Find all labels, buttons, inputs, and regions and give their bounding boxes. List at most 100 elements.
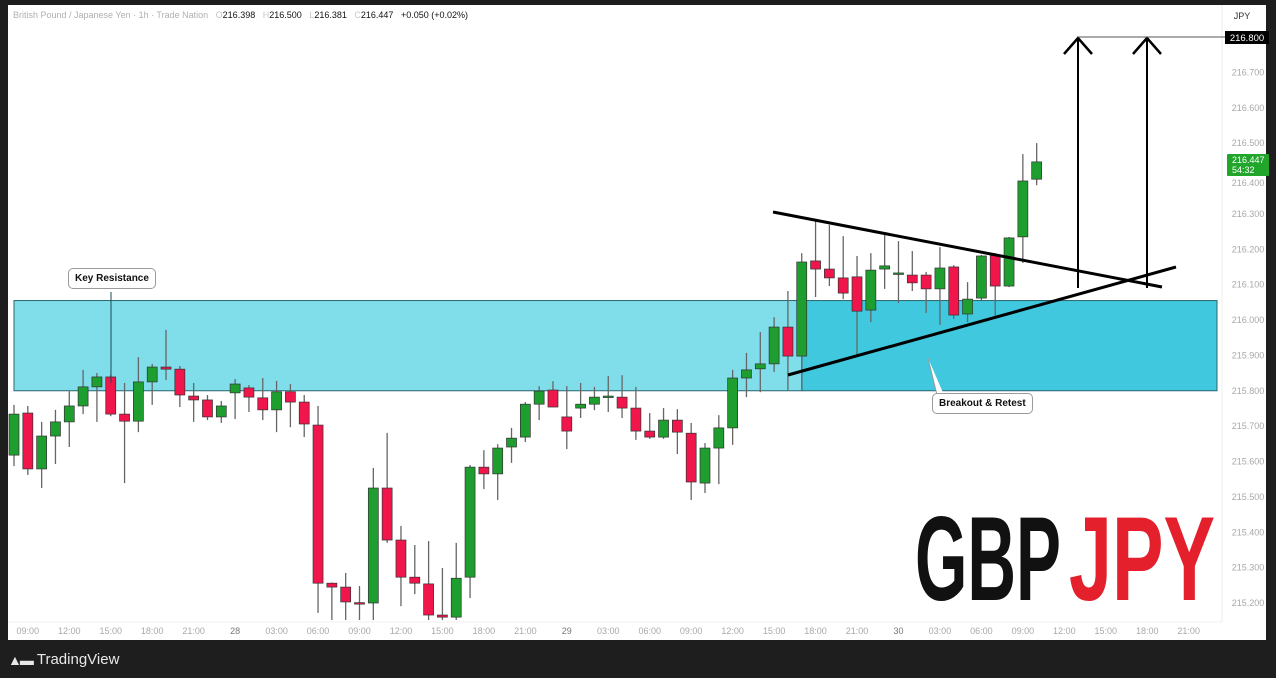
candle[interactable]	[920, 271, 932, 313]
candle[interactable]	[672, 409, 683, 455]
resistance-zone[interactable]	[13, 300, 1218, 392]
candle[interactable]	[533, 386, 545, 421]
candle[interactable]	[962, 282, 973, 323]
target-arrow-1[interactable]	[1063, 36, 1093, 288]
candle[interactable]	[298, 394, 310, 438]
price-tick: 215.300	[1232, 563, 1265, 573]
candle-body-up	[727, 377, 738, 429]
candle[interactable]	[409, 544, 421, 595]
candle-body-up	[271, 391, 282, 411]
candle[interactable]	[837, 236, 849, 300]
candle[interactable]	[713, 415, 725, 485]
candle[interactable]	[1017, 154, 1029, 264]
tradingview-logo[interactable]: ▲▬ TradingView	[8, 651, 119, 668]
candle[interactable]	[326, 582, 338, 620]
candle[interactable]	[934, 247, 946, 325]
breakout-retest-callout[interactable]: Breakout & Retest	[932, 393, 1033, 414]
candle[interactable]	[50, 409, 61, 464]
candle[interactable]	[630, 386, 642, 440]
candle[interactable]	[271, 380, 282, 433]
candle[interactable]	[893, 241, 904, 304]
target-arrow-2[interactable]	[1132, 36, 1162, 288]
candle[interactable]	[160, 329, 172, 381]
candle[interactable]	[63, 391, 75, 447]
candle[interactable]	[906, 251, 918, 291]
time-tick: 15:00	[763, 626, 786, 636]
candle[interactable]	[699, 443, 711, 493]
candle[interactable]	[727, 369, 738, 445]
symbol-title[interactable]: British Pound / Japanese Yen · 1h · Trad…	[13, 10, 209, 20]
candle[interactable]	[174, 365, 186, 408]
candle[interactable]	[215, 401, 227, 423]
candle[interactable]	[22, 405, 34, 475]
candle[interactable]	[810, 220, 821, 298]
candle-body-up	[133, 381, 144, 422]
candle-body-down	[630, 407, 642, 432]
candle[interactable]	[8, 404, 20, 467]
candle-body-down	[616, 396, 628, 409]
time-tick: 29	[562, 626, 572, 636]
candle[interactable]	[547, 381, 559, 408]
candle[interactable]	[133, 357, 144, 433]
upper-trendline[interactable]	[772, 210, 1163, 289]
candle[interactable]	[976, 254, 987, 301]
candle[interactable]	[492, 444, 504, 501]
candle[interactable]	[824, 224, 835, 287]
candle[interactable]	[851, 255, 863, 356]
candle[interactable]	[188, 382, 200, 422]
candle[interactable]	[865, 253, 877, 323]
candle[interactable]	[312, 405, 324, 613]
price-tick: 216.000	[1232, 315, 1265, 325]
candle[interactable]	[616, 375, 628, 418]
candle[interactable]	[423, 541, 434, 620]
candle[interactable]	[395, 525, 407, 607]
candle-body-down	[837, 277, 849, 294]
candle[interactable]	[768, 317, 780, 373]
candle[interactable]	[478, 450, 490, 490]
candle[interactable]	[658, 408, 669, 439]
candle[interactable]	[437, 567, 448, 620]
candle[interactable]	[644, 413, 656, 439]
zone-left[interactable]	[13, 300, 803, 392]
candle[interactable]	[77, 369, 89, 415]
candle[interactable]	[602, 375, 614, 412]
candle[interactable]	[119, 382, 130, 484]
candle[interactable]	[589, 386, 600, 411]
candle[interactable]	[340, 572, 352, 620]
candle[interactable]	[561, 386, 573, 450]
candle[interactable]	[229, 379, 241, 420]
candle-body-down	[298, 401, 310, 425]
candle[interactable]	[257, 378, 269, 421]
candle[interactable]	[796, 253, 808, 391]
candle-body-down	[920, 274, 932, 290]
candle[interactable]	[450, 542, 462, 620]
drawings[interactable]	[110, 36, 1225, 396]
candle[interactable]	[948, 265, 960, 319]
candle[interactable]	[36, 421, 47, 489]
candle[interactable]	[202, 394, 213, 421]
candle[interactable]	[381, 432, 393, 543]
brand-name: TradingView	[36, 651, 120, 668]
candle[interactable]	[285, 384, 296, 428]
candle[interactable]	[146, 363, 158, 405]
candle[interactable]	[741, 352, 752, 398]
candle[interactable]	[685, 422, 697, 501]
price-tick: 216.200	[1232, 244, 1265, 254]
candle[interactable]	[1003, 236, 1015, 288]
candle-body-up	[893, 272, 904, 275]
candle[interactable]	[879, 235, 891, 289]
candle[interactable]	[754, 332, 766, 393]
candle[interactable]	[91, 373, 103, 422]
candle[interactable]	[464, 465, 476, 599]
candle[interactable]	[519, 402, 531, 443]
candle[interactable]	[367, 467, 379, 620]
candle[interactable]	[354, 586, 365, 620]
candle[interactable]	[1031, 143, 1043, 186]
key-resistance-callout[interactable]: Key Resistance	[68, 268, 156, 289]
time-tick: 21:00	[846, 626, 869, 636]
candle[interactable]	[575, 382, 586, 418]
lower-trendline[interactable]	[787, 265, 1177, 377]
candle[interactable]	[243, 385, 255, 412]
candle[interactable]	[506, 427, 517, 463]
